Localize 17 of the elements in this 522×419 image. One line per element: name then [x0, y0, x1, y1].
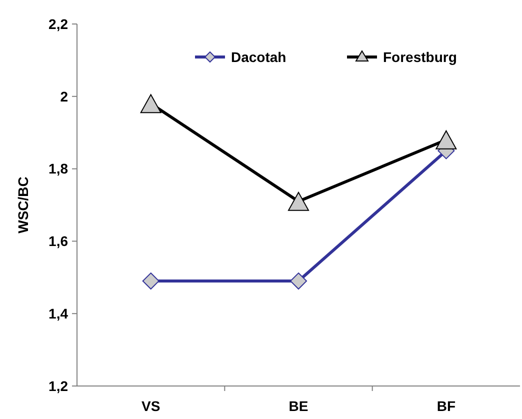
point	[288, 192, 309, 211]
y-tick-label: 1,8	[48, 160, 68, 177]
legend-label: Forestburg	[383, 48, 457, 65]
point	[142, 272, 160, 290]
point	[140, 94, 162, 114]
y-tick-label: 1,2	[48, 378, 68, 394]
x-tick-label: BF	[436, 398, 456, 414]
y-tick-label: 1,6	[48, 233, 68, 250]
x-tick-label: BE	[288, 398, 308, 414]
y-axis-title: WSC/BC	[15, 176, 31, 234]
point	[436, 130, 457, 150]
x-tick-label: VS	[141, 398, 160, 414]
y-tick-label: 2,2	[48, 16, 68, 32]
y-tick-label: 1,4	[48, 306, 68, 322]
legend-label: Dacotah	[231, 48, 286, 65]
y-tick-label: 2	[60, 88, 68, 104]
point	[290, 272, 307, 290]
